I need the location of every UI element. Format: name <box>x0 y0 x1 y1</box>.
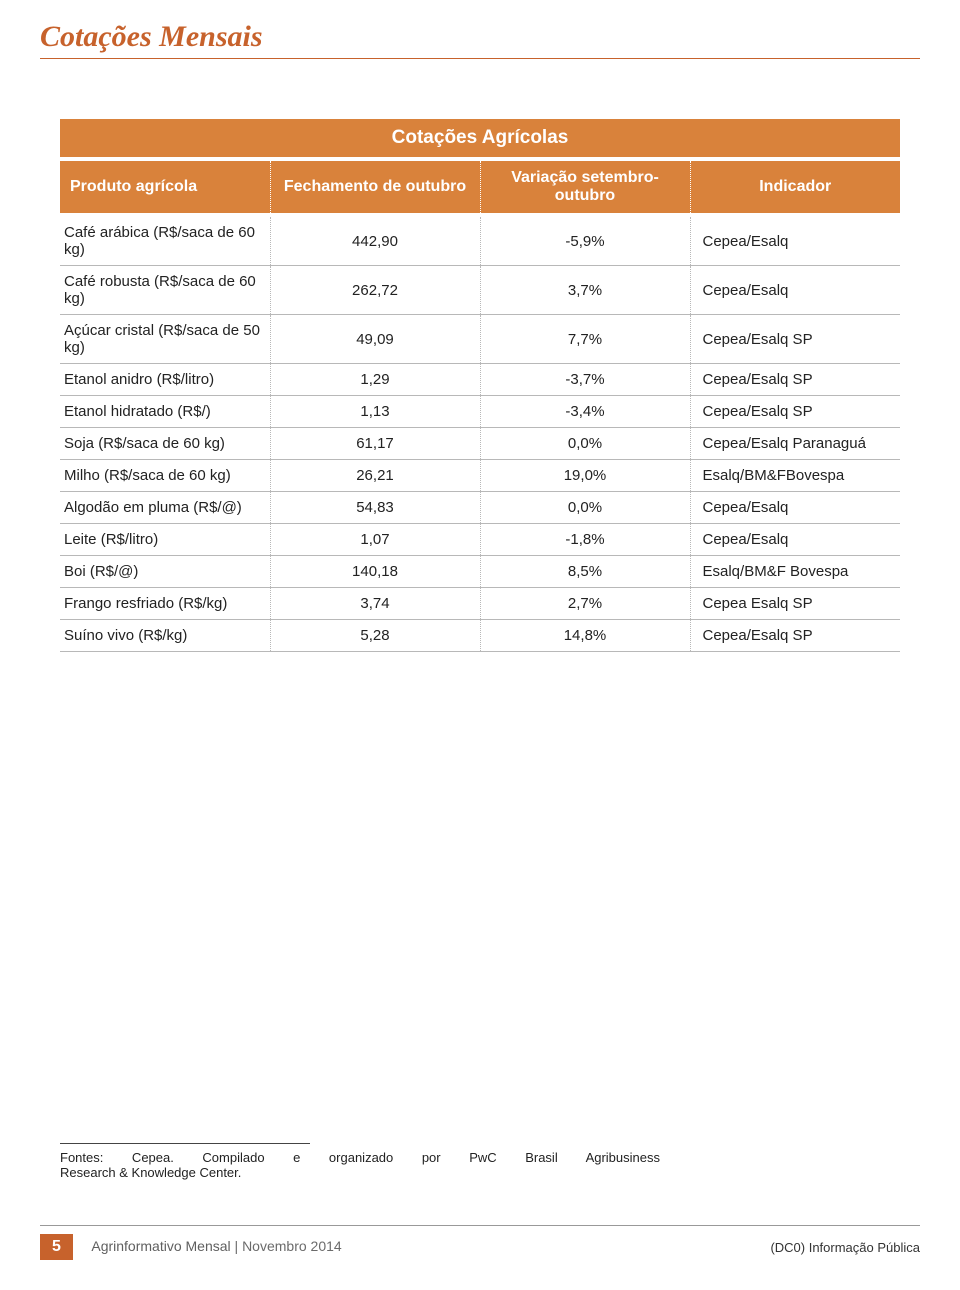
table-row: Soja (R$/saca de 60 kg)61,170,0%Cepea/Es… <box>60 428 900 460</box>
quotes-table-container: Cotações Agrícolas Produto agrícolaFecha… <box>60 119 900 652</box>
publication-title: Agrinformativo Mensal <box>91 1238 230 1254</box>
cell-product: Leite (R$/litro) <box>60 524 270 556</box>
cell-close: 1,07 <box>270 524 480 556</box>
cell-close: 5,28 <box>270 620 480 652</box>
cell-variation: -3,4% <box>480 396 690 428</box>
table-row: Café robusta (R$/saca de 60 kg)262,723,7… <box>60 266 900 315</box>
cell-indicator: Cepea/Esalq <box>690 524 900 556</box>
cell-product: Café arábica (R$/saca de 60 kg) <box>60 215 270 266</box>
cell-close: 442,90 <box>270 215 480 266</box>
cell-variation: 19,0% <box>480 460 690 492</box>
cell-variation: 3,7% <box>480 266 690 315</box>
column-header-close: Fechamento de outubro <box>270 159 480 215</box>
table-header-row: Produto agrícolaFechamento de outubroVar… <box>60 159 900 215</box>
table-row: Etanol hidratado (R$/)1,13-3,4%Cepea/Esa… <box>60 396 900 428</box>
column-header-indicator: Indicador <box>690 159 900 215</box>
quotes-table: Cotações Agrícolas Produto agrícolaFecha… <box>60 119 900 652</box>
cell-close: 140,18 <box>270 556 480 588</box>
publication-issue: Novembro 2014 <box>242 1238 342 1254</box>
cell-variation: 8,5% <box>480 556 690 588</box>
table-head: Cotações Agrícolas Produto agrícolaFecha… <box>60 119 900 215</box>
cell-variation: 0,0% <box>480 428 690 460</box>
table-row: Milho (R$/saca de 60 kg)26,2119,0%Esalq/… <box>60 460 900 492</box>
classification-label: (DC0) Informação Pública <box>770 1240 920 1255</box>
title-underline <box>40 58 920 59</box>
cell-indicator: Cepea/Esalq <box>690 215 900 266</box>
footnote-rule <box>60 1143 310 1144</box>
cell-indicator: Cepea Esalq SP <box>690 588 900 620</box>
cell-indicator: Esalq/BM&FBovespa <box>690 460 900 492</box>
publication-line: Agrinformativo Mensal | Novembro 2014 <box>91 1238 341 1254</box>
page-number-badge: 5 <box>40 1234 73 1260</box>
cell-indicator: Cepea/Esalq SP <box>690 620 900 652</box>
cell-variation: 2,7% <box>480 588 690 620</box>
cell-variation: 14,8% <box>480 620 690 652</box>
column-header-variation: Variação setembro-outubro <box>480 159 690 215</box>
cell-product: Etanol hidratado (R$/) <box>60 396 270 428</box>
cell-close: 49,09 <box>270 315 480 364</box>
cell-close: 54,83 <box>270 492 480 524</box>
cell-product: Etanol anidro (R$/litro) <box>60 364 270 396</box>
footnote-line-1: Fontes: Cepea. Compilado e organizado po… <box>60 1150 660 1165</box>
footer-left: 5 Agrinformativo Mensal | Novembro 2014 <box>40 1234 342 1260</box>
cell-variation: 7,7% <box>480 315 690 364</box>
cell-product: Milho (R$/saca de 60 kg) <box>60 460 270 492</box>
table-row: Suíno vivo (R$/kg)5,2814,8%Cepea/Esalq S… <box>60 620 900 652</box>
cell-variation: -1,8% <box>480 524 690 556</box>
cell-product: Algodão em pluma (R$/@) <box>60 492 270 524</box>
cell-indicator: Cepea/Esalq SP <box>690 364 900 396</box>
cell-product: Café robusta (R$/saca de 60 kg) <box>60 266 270 315</box>
table-row: Leite (R$/litro)1,07-1,8%Cepea/Esalq <box>60 524 900 556</box>
cell-indicator: Esalq/BM&F Bovespa <box>690 556 900 588</box>
table-row: Frango resfriado (R$/kg)3,742,7%Cepea Es… <box>60 588 900 620</box>
cell-product: Soja (R$/saca de 60 kg) <box>60 428 270 460</box>
cell-indicator: Cepea/Esalq <box>690 266 900 315</box>
table-row: Açúcar cristal (R$/saca de 50 kg)49,097,… <box>60 315 900 364</box>
cell-product: Boi (R$/@) <box>60 556 270 588</box>
table-row: Café arábica (R$/saca de 60 kg)442,90-5,… <box>60 215 900 266</box>
page-title: Cotações Mensais <box>0 0 960 54</box>
footnote-line-2: Research & Knowledge Center. <box>60 1165 660 1180</box>
cell-close: 3,74 <box>270 588 480 620</box>
cell-indicator: Cepea/Esalq SP <box>690 315 900 364</box>
table-row: Etanol anidro (R$/litro)1,29-3,7%Cepea/E… <box>60 364 900 396</box>
cell-close: 262,72 <box>270 266 480 315</box>
cell-variation: 0,0% <box>480 492 690 524</box>
publication-separator: | <box>235 1238 243 1254</box>
source-footnote: Fontes: Cepea. Compilado e organizado po… <box>60 1143 660 1180</box>
table-row: Boi (R$/@)140,188,5%Esalq/BM&F Bovespa <box>60 556 900 588</box>
cell-close: 61,17 <box>270 428 480 460</box>
cell-product: Açúcar cristal (R$/saca de 50 kg) <box>60 315 270 364</box>
column-header-product: Produto agrícola <box>60 159 270 215</box>
cell-variation: -3,7% <box>480 364 690 396</box>
cell-product: Frango resfriado (R$/kg) <box>60 588 270 620</box>
cell-indicator: Cepea/Esalq <box>690 492 900 524</box>
footer-rule <box>40 1225 920 1226</box>
table-body: Café arábica (R$/saca de 60 kg)442,90-5,… <box>60 215 900 652</box>
cell-close: 26,21 <box>270 460 480 492</box>
table-title: Cotações Agrícolas <box>60 119 900 159</box>
cell-close: 1,29 <box>270 364 480 396</box>
cell-variation: -5,9% <box>480 215 690 266</box>
cell-product: Suíno vivo (R$/kg) <box>60 620 270 652</box>
cell-indicator: Cepea/Esalq SP <box>690 396 900 428</box>
cell-indicator: Cepea/Esalq Paranaguá <box>690 428 900 460</box>
table-row: Algodão em pluma (R$/@)54,830,0%Cepea/Es… <box>60 492 900 524</box>
cell-close: 1,13 <box>270 396 480 428</box>
page-footer: 5 Agrinformativo Mensal | Novembro 2014 … <box>40 1225 920 1260</box>
